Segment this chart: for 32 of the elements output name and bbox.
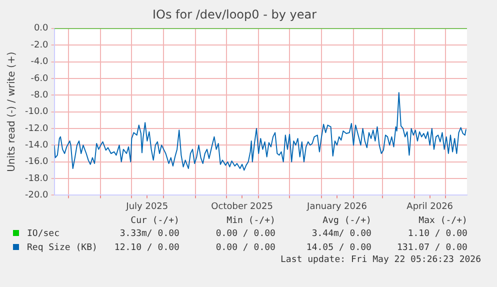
x-tick-label: October 2025 xyxy=(211,202,273,212)
y-tick-label: -4.0 xyxy=(30,57,49,68)
text: Min (-/+) xyxy=(226,215,276,227)
legend-label: IO/sec xyxy=(26,228,61,241)
y-tick-label: -20.0 xyxy=(24,190,49,201)
y-tick-label: -10.0 xyxy=(24,107,49,118)
y-tick-label: -16.0 xyxy=(24,157,49,168)
text: Avg (-/+) xyxy=(322,215,372,227)
x-tick-label: July 2025 xyxy=(125,202,168,212)
y-tick-label: 0.0 xyxy=(34,24,49,34)
text: Cur (-/+) xyxy=(130,215,180,227)
text: 12.10 / 0.00 xyxy=(113,242,180,255)
y-tick-label: -14.0 xyxy=(24,140,49,151)
text: Max (-/+) xyxy=(418,215,468,227)
y-tick-label: -6.0 xyxy=(30,74,49,84)
y-tick-label: -8.0 xyxy=(30,90,49,100)
text: 1.10 / 0.00 xyxy=(406,228,468,241)
x-tick-label: January 2026 xyxy=(306,202,368,212)
text: 131.07 / 0.00 xyxy=(396,242,468,255)
text: Last update: Fri May 22 05:26:23 2026 xyxy=(280,255,482,265)
y-axis-title: Units read (-) / write (+) xyxy=(6,52,18,172)
chart-title: IOs for /dev/loop0 - by year xyxy=(152,7,317,22)
y-tick-label: -2.0 xyxy=(30,40,49,50)
text: 3.33m/ 0.00 xyxy=(118,228,180,241)
x-tick-label: April 2026 xyxy=(406,202,454,212)
legend-label: Req Size (KB) xyxy=(26,242,98,255)
text: 0.00 / 0.00 xyxy=(214,242,276,255)
y-tick-label: -18.0 xyxy=(24,174,49,184)
text: 0.00 / 0.00 xyxy=(214,228,276,241)
text: 3.44m/ 0.00 xyxy=(310,228,372,241)
text: 14.05 / 0.00 xyxy=(305,242,372,255)
y-tick-label: -12.0 xyxy=(24,124,49,134)
